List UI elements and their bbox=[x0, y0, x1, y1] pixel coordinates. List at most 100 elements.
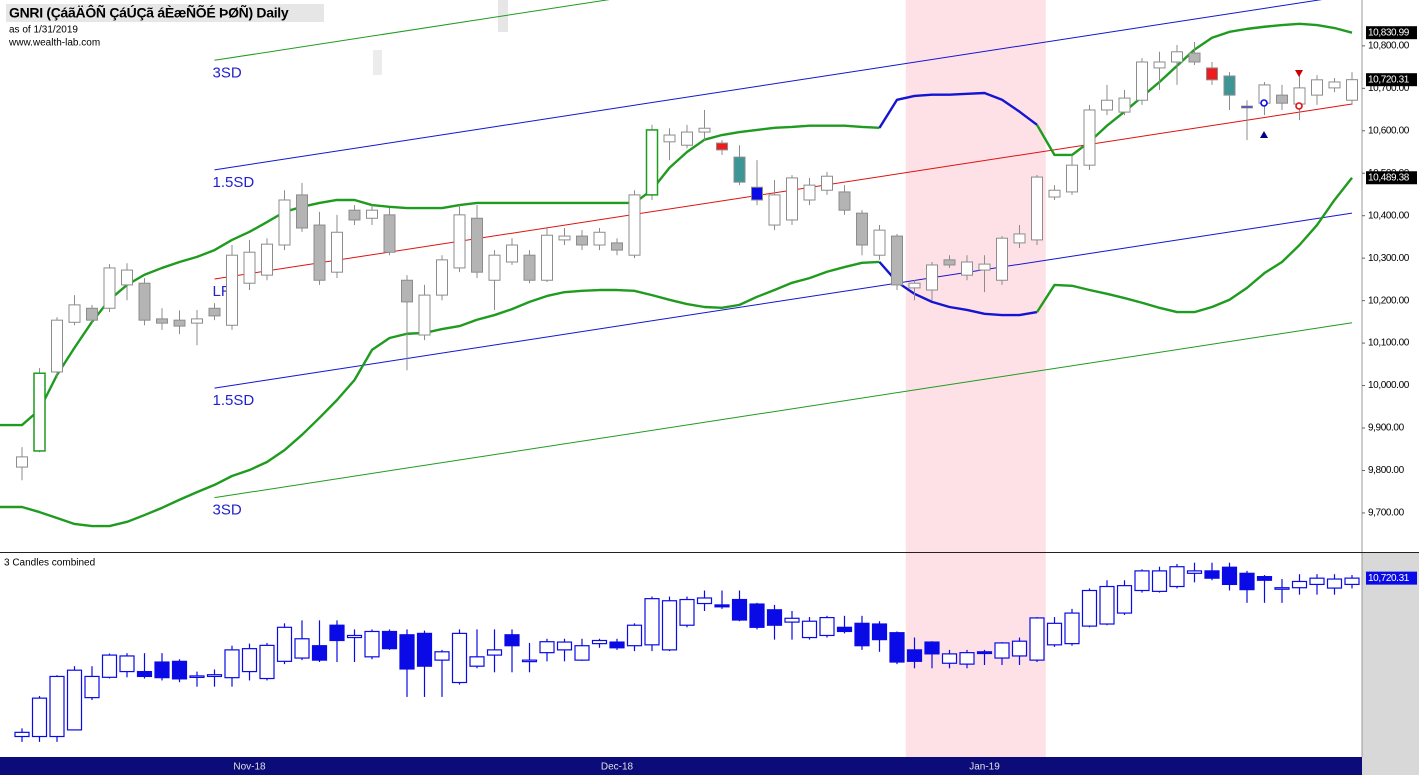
candle-body bbox=[208, 307, 221, 317]
combined-body bbox=[924, 641, 940, 655]
y-tick-label: 9,800.00 bbox=[1368, 465, 1405, 476]
y-tick-label: 10,300.00 bbox=[1368, 253, 1410, 264]
combined-body bbox=[941, 653, 958, 664]
combined-body bbox=[206, 674, 223, 678]
candle-body bbox=[103, 267, 116, 309]
channel-label: 3SD bbox=[213, 64, 242, 81]
y-tick-label: 9,700.00 bbox=[1368, 508, 1405, 519]
candle-body bbox=[471, 217, 483, 273]
band-line bbox=[878, 261, 1038, 317]
candle-body bbox=[33, 372, 46, 452]
candle-body bbox=[943, 259, 956, 266]
axes: 9,700.00 9,800.00 9,900.00 10,000.00 10,100.… bbox=[233, 26, 1417, 773]
band-line bbox=[0, 260, 880, 528]
candle-body bbox=[768, 194, 781, 226]
candle-body bbox=[733, 156, 746, 183]
candle-body bbox=[541, 234, 553, 281]
combined-body bbox=[259, 644, 275, 680]
candle-body bbox=[611, 242, 623, 251]
value-box bbox=[1366, 571, 1417, 585]
candle-body bbox=[453, 214, 466, 269]
channel-line bbox=[214, 103, 1353, 280]
value-box-label: 10,489.38 bbox=[1368, 172, 1410, 183]
candle-body bbox=[1171, 51, 1183, 63]
combined-body bbox=[836, 626, 853, 633]
candle-body bbox=[418, 294, 431, 336]
combined-body bbox=[1046, 622, 1063, 646]
value-box-label: 10,720.31 bbox=[1368, 573, 1410, 584]
candle-body bbox=[593, 231, 606, 246]
channel-label: 1.5SD bbox=[213, 174, 255, 191]
combined-body bbox=[1011, 640, 1028, 657]
candle-body bbox=[523, 254, 536, 281]
combined-body bbox=[504, 634, 520, 647]
candle-body bbox=[751, 186, 763, 201]
x-axis-corner bbox=[1362, 757, 1419, 775]
combined-body bbox=[1344, 577, 1360, 586]
x-tick-label: Dec-18 bbox=[601, 762, 634, 773]
candle-body bbox=[261, 243, 273, 276]
candle-body bbox=[1276, 94, 1288, 104]
candle-body bbox=[1328, 81, 1341, 89]
combined-body bbox=[31, 697, 48, 738]
band-line bbox=[878, 91, 1038, 129]
candle-body bbox=[191, 318, 203, 324]
value-box bbox=[1366, 73, 1417, 87]
combined-body bbox=[486, 649, 503, 656]
candle-body bbox=[1118, 97, 1131, 113]
combined-body bbox=[679, 598, 695, 626]
combined-body bbox=[119, 655, 135, 673]
candle-body bbox=[1293, 87, 1306, 105]
combined-body bbox=[66, 669, 83, 731]
combined-body bbox=[469, 656, 485, 667]
x-tick-label: Nov-18 bbox=[233, 762, 266, 773]
combined-body bbox=[556, 641, 573, 651]
combined-body bbox=[434, 651, 450, 661]
combined-body bbox=[189, 675, 205, 679]
combined-body bbox=[1221, 566, 1238, 586]
signal-circle bbox=[1260, 99, 1268, 107]
y-tick-label: 9,900.00 bbox=[1368, 423, 1405, 434]
combined-body bbox=[154, 661, 170, 679]
combined-body bbox=[749, 603, 765, 628]
candle-body bbox=[296, 194, 308, 229]
y-tick-label: 10,600.00 bbox=[1368, 125, 1410, 136]
combined-body bbox=[49, 675, 65, 738]
y-tick-label: 10,800.00 bbox=[1368, 40, 1410, 51]
y-tick-label: 10,000.00 bbox=[1368, 380, 1410, 391]
candle-body bbox=[506, 244, 518, 263]
candle-body bbox=[576, 235, 588, 246]
combined-body bbox=[994, 642, 1010, 659]
channel-line bbox=[214, 0, 1323, 171]
candle-body bbox=[68, 304, 81, 323]
title-bg bbox=[6, 4, 324, 22]
channel-line bbox=[214, 322, 1353, 499]
candle-body bbox=[1136, 61, 1148, 101]
combined-body bbox=[1134, 570, 1150, 592]
candle-body bbox=[331, 231, 343, 273]
combined-body bbox=[1169, 566, 1185, 588]
combined-body bbox=[661, 600, 678, 651]
candle-body bbox=[366, 209, 378, 219]
candle-body bbox=[278, 199, 291, 246]
combined-body bbox=[294, 638, 310, 659]
combined-body bbox=[1186, 570, 1203, 574]
candle-body bbox=[838, 191, 851, 211]
combined-body bbox=[346, 634, 363, 639]
combined-body bbox=[14, 731, 30, 738]
y-tick-label: 10,700.00 bbox=[1368, 83, 1410, 94]
source: www.wealth-lab.com bbox=[8, 38, 100, 49]
combined-body bbox=[1239, 572, 1255, 591]
candle-body bbox=[138, 282, 151, 321]
candle-body bbox=[821, 175, 833, 191]
candle-body bbox=[978, 263, 991, 271]
combined-body bbox=[626, 624, 643, 647]
combined-body bbox=[574, 645, 590, 661]
candle-body bbox=[1013, 233, 1026, 244]
candle-body bbox=[436, 259, 448, 296]
candle-body bbox=[873, 229, 886, 256]
combined-body bbox=[329, 624, 345, 642]
combined-body bbox=[609, 641, 625, 649]
